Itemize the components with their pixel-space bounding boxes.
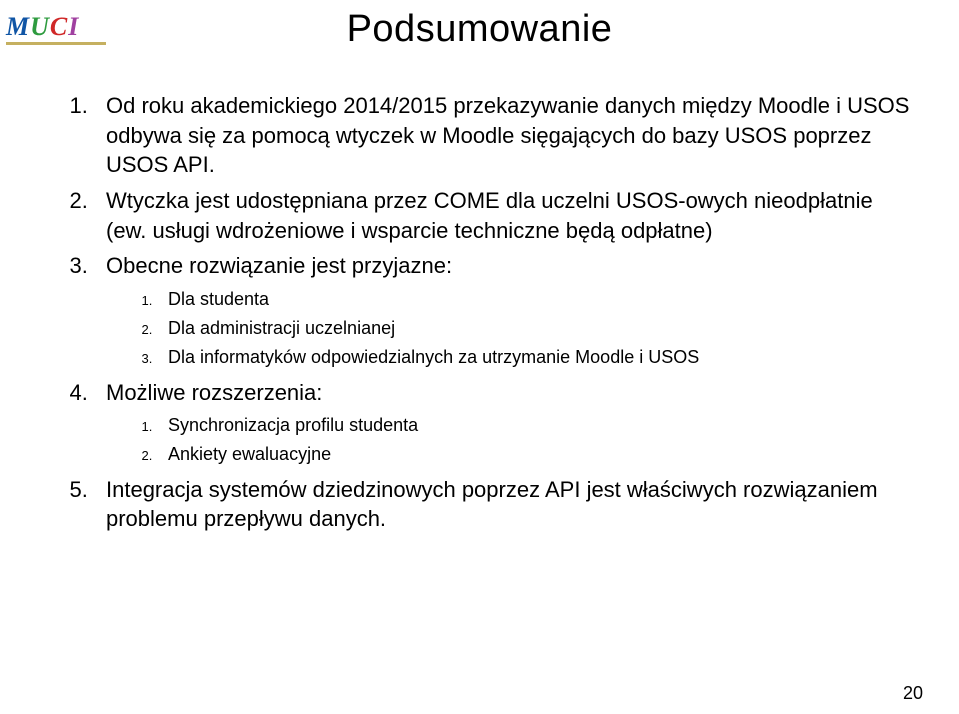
list-item-text: Możliwe rozszerzenia:: [106, 380, 322, 405]
sub-list-item: Dla studenta: [156, 285, 919, 314]
logo-underline: [6, 42, 106, 45]
list-item: Od roku akademickiego 2014/2015 przekazy…: [94, 91, 919, 180]
page-number: 20: [903, 683, 923, 704]
sub-list-item: Synchronizacja profilu studenta: [156, 411, 919, 440]
logo-letter-i: I: [68, 12, 79, 41]
main-list: Od roku akademickiego 2014/2015 przekazy…: [58, 91, 919, 534]
logo-letter-m: M: [6, 12, 30, 41]
logo-letter-c: C: [50, 12, 68, 41]
sub-list-item-text: Ankiety ewaluacyjne: [168, 444, 331, 464]
list-item-text: Wtyczka jest udostępniana przez COME dla…: [106, 188, 873, 243]
slide-content: Od roku akademickiego 2014/2015 przekazy…: [58, 91, 919, 534]
list-item: Obecne rozwiązanie jest przyjazne: Dla s…: [94, 251, 919, 371]
sub-list-item: Ankiety ewaluacyjne: [156, 440, 919, 469]
muci-logo: MUCI: [6, 14, 106, 45]
list-item: Wtyczka jest udostępniana przez COME dla…: [94, 186, 919, 245]
list-item: Integracja systemów dziedzinowych poprze…: [94, 475, 919, 534]
sub-list-item-text: Dla informatyków odpowiedzialnych za utr…: [168, 347, 699, 367]
sub-list: Synchronizacja profilu studenta Ankiety …: [106, 411, 919, 469]
list-item: Możliwe rozszerzenia: Synchronizacja pro…: [94, 378, 919, 469]
sub-list-item-text: Synchronizacja profilu studenta: [168, 415, 418, 435]
sub-list: Dla studenta Dla administracji uczelnian…: [106, 285, 919, 371]
list-item-text: Od roku akademickiego 2014/2015 przekazy…: [106, 93, 909, 177]
list-item-text: Obecne rozwiązanie jest przyjazne:: [106, 253, 452, 278]
sub-list-item: Dla administracji uczelnianej: [156, 314, 919, 343]
slide: MUCI Podsumowanie Od roku akademickiego …: [0, 8, 959, 714]
sub-list-item-text: Dla administracji uczelnianej: [168, 318, 395, 338]
logo-text: MUCI: [6, 14, 106, 40]
logo-letter-u: U: [30, 12, 50, 41]
sub-list-item-text: Dla studenta: [168, 289, 269, 309]
list-item-text: Integracja systemów dziedzinowych poprze…: [106, 477, 878, 532]
slide-title: Podsumowanie: [0, 8, 959, 51]
sub-list-item: Dla informatyków odpowiedzialnych za utr…: [156, 343, 919, 372]
